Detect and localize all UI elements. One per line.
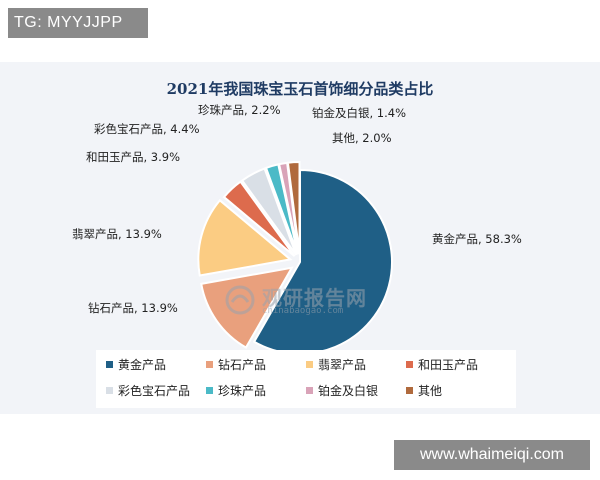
data-label-4: 和田玉产品, 3.9% — [86, 150, 180, 164]
legend-swatch — [406, 387, 413, 394]
legend-swatch — [106, 387, 113, 394]
data-label-3: 翡翠产品, 13.9% — [72, 227, 162, 241]
pie-chart: 黄金产品, 58.3% 钻石产品, 13.9% 翡翠产品, 13.9% 和田玉产品, … — [72, 103, 522, 355]
legend-swatch — [406, 361, 413, 368]
legend-item: 和田玉产品 — [406, 356, 478, 373]
legend-swatch — [306, 387, 313, 394]
pie-slice-5 — [240, 167, 298, 256]
legend-swatch — [206, 387, 213, 394]
legend-label: 铂金及白银 — [318, 384, 379, 398]
legend-item: 翡翠产品 — [306, 356, 366, 373]
data-label-2: 钻石产品, 13.9% — [88, 301, 178, 315]
legend-label: 其他 — [418, 384, 443, 398]
legend-label: 黄金产品 — [118, 358, 167, 372]
legend-label: 和田玉产品 — [418, 358, 479, 372]
chart-panel: 黄金产品, 58.3% 钻石产品, 13.9% 翡翠产品, 13.9% 和田玉产品, … — [0, 62, 600, 414]
legend-item: 其他 — [406, 382, 442, 399]
legend-swatch — [206, 361, 213, 368]
chart-title: 2021年我国珠宝玉石首饰细分品类占比 — [166, 80, 434, 98]
legend-item: 黄金产品 — [106, 356, 166, 373]
site-url-badge: www.whaimeiqi.com — [394, 440, 590, 470]
legend-item: 钻石产品 — [206, 356, 266, 373]
data-label-7: 铂金及白银, 1.4% — [312, 106, 406, 120]
data-label-8: 其他, 2.0% — [332, 131, 392, 145]
pie-slice-4 — [222, 180, 296, 257]
legend-item: 珍珠产品 — [206, 382, 266, 399]
legend-item: 彩色宝石产品 — [106, 382, 190, 399]
legend-label: 珍珠产品 — [218, 384, 267, 398]
legend-label: 翡翠产品 — [318, 358, 367, 372]
data-label-5: 彩色宝石产品, 4.4% — [94, 122, 200, 136]
data-label-1: 黄金产品, 58.3% — [432, 232, 522, 246]
legend-swatch — [106, 361, 113, 368]
pie-slice-3 — [197, 198, 293, 277]
legend-swatch — [306, 361, 313, 368]
telegram-tag-badge: TG: MYYJJPP — [8, 8, 148, 38]
chart-legend: 黄金产品 钻石产品 翡翠产品 和田玉产品彩色宝石产品 珍珠产品 铂金及白银 其他 — [96, 350, 516, 408]
legend-item: 铂金及白银 — [306, 382, 378, 399]
legend-label: 彩色宝石产品 — [118, 384, 191, 398]
legend-label: 钻石产品 — [218, 358, 267, 372]
data-label-6: 珍珠产品, 2.2% — [198, 103, 281, 117]
pie-slice-8 — [286, 161, 301, 255]
